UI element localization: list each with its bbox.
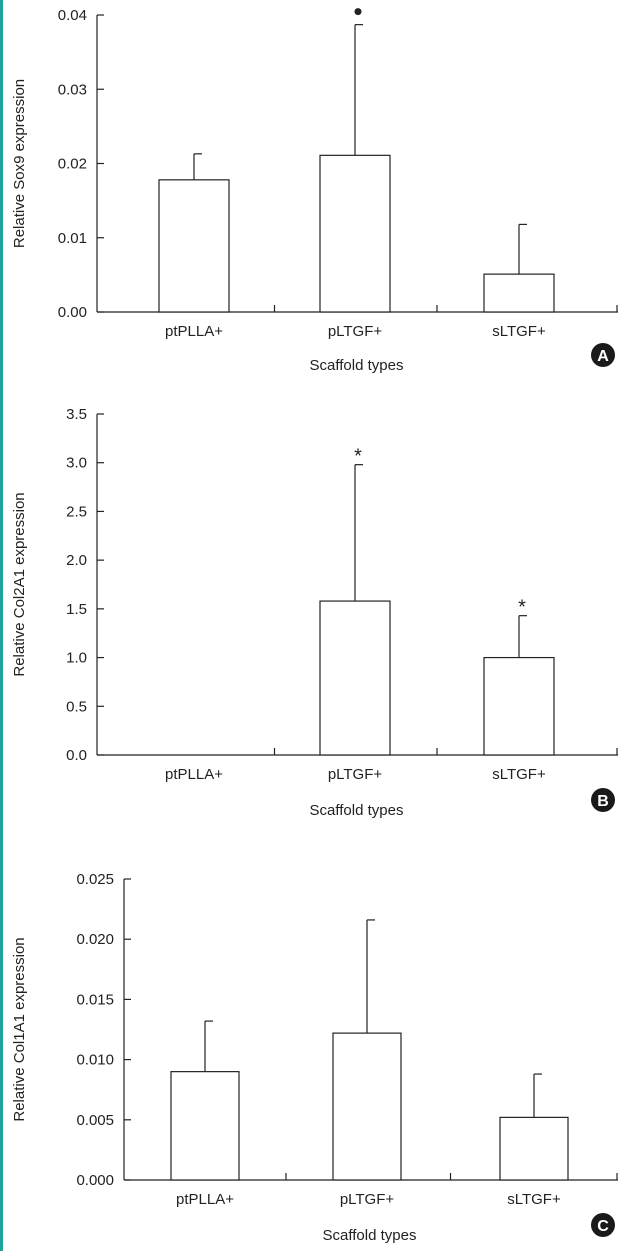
y-tick-label: 0.02 bbox=[58, 156, 87, 173]
y-tick-label: 0.000 bbox=[76, 1172, 114, 1189]
panel-b-chart: 0.0 0.5 1.0 1.5 2.0 2.5 3.0 3.5 ptPLLA+ * pLTGF+ * s… bbox=[11, 406, 618, 819]
y-axis-title: Relative Sox9 expression bbox=[11, 79, 28, 248]
panel-letter: C bbox=[597, 1218, 609, 1235]
y-tick-label: 3.0 bbox=[66, 455, 87, 472]
y-tick-label: 0.015 bbox=[76, 991, 114, 1008]
left-accent-rule bbox=[0, 0, 3, 1251]
y-tick-label: 0.00 bbox=[58, 304, 87, 321]
y-tick-label: 0.025 bbox=[76, 871, 114, 888]
panel-letter: A bbox=[597, 348, 609, 365]
y-tick-label: 0.5 bbox=[66, 698, 87, 715]
y-tick-label: 0.010 bbox=[76, 1052, 114, 1069]
bar bbox=[158, 179, 230, 313]
bar bbox=[499, 1116, 569, 1181]
panel-letter: B bbox=[597, 793, 609, 810]
x-tick-label: sLTGF+ bbox=[507, 1191, 561, 1208]
x-tick-label: sLTGF+ bbox=[492, 323, 546, 340]
panel-c-chart: 0.000 0.005 0.010 0.015 0.020 0.025 ptPLLA+ pLT… bbox=[11, 871, 618, 1244]
panel-badge bbox=[591, 343, 615, 367]
x-axis-title: Scaffold types bbox=[310, 802, 404, 819]
panel-a-chart: 0.00 0.01 0.02 0.03 0.04 ptPLLA+ pLTGF+ sLTGF+ S… bbox=[11, 7, 618, 374]
panel-badge bbox=[591, 788, 615, 812]
x-tick-label: ptPLLA+ bbox=[165, 323, 223, 340]
y-axis-title: Relative Col2A1 expression bbox=[11, 492, 28, 676]
x-axis-title: Scaffold types bbox=[310, 357, 404, 374]
y-tick-label: 3.5 bbox=[66, 406, 87, 423]
y-tick-label: 0.0 bbox=[66, 747, 87, 764]
bar bbox=[319, 154, 391, 313]
y-tick-label: 1.5 bbox=[66, 601, 87, 618]
bar bbox=[332, 1032, 402, 1181]
x-axis-title: Scaffold types bbox=[323, 1227, 417, 1244]
y-tick-label: 0.03 bbox=[58, 81, 87, 98]
bar bbox=[483, 273, 555, 313]
x-tick-label: pLTGF+ bbox=[328, 766, 383, 783]
significance-asterisk: * bbox=[518, 597, 526, 619]
x-tick-label: ptPLLA+ bbox=[165, 766, 223, 783]
significance-dot bbox=[354, 8, 362, 16]
x-tick-label: sLTGF+ bbox=[492, 766, 546, 783]
bar bbox=[483, 656, 555, 756]
x-tick-label: pLTGF+ bbox=[340, 1191, 395, 1208]
y-tick-label: 0.04 bbox=[58, 7, 87, 24]
y-axis-title: Relative Col1A1 expression bbox=[11, 937, 28, 1121]
x-tick-label: ptPLLA+ bbox=[176, 1191, 234, 1208]
significance-asterisk: * bbox=[354, 446, 362, 468]
panel-badge bbox=[591, 1213, 615, 1237]
y-tick-label: 0.01 bbox=[58, 230, 87, 247]
x-tick-label: pLTGF+ bbox=[328, 323, 383, 340]
bar bbox=[319, 600, 391, 756]
y-tick-label: 2.5 bbox=[66, 503, 87, 520]
bar bbox=[170, 1071, 240, 1181]
y-tick-label: 1.0 bbox=[66, 650, 87, 667]
y-tick-label: 0.020 bbox=[76, 931, 114, 948]
y-tick-label: 2.0 bbox=[66, 552, 87, 569]
y-tick-label: 0.005 bbox=[76, 1112, 114, 1129]
